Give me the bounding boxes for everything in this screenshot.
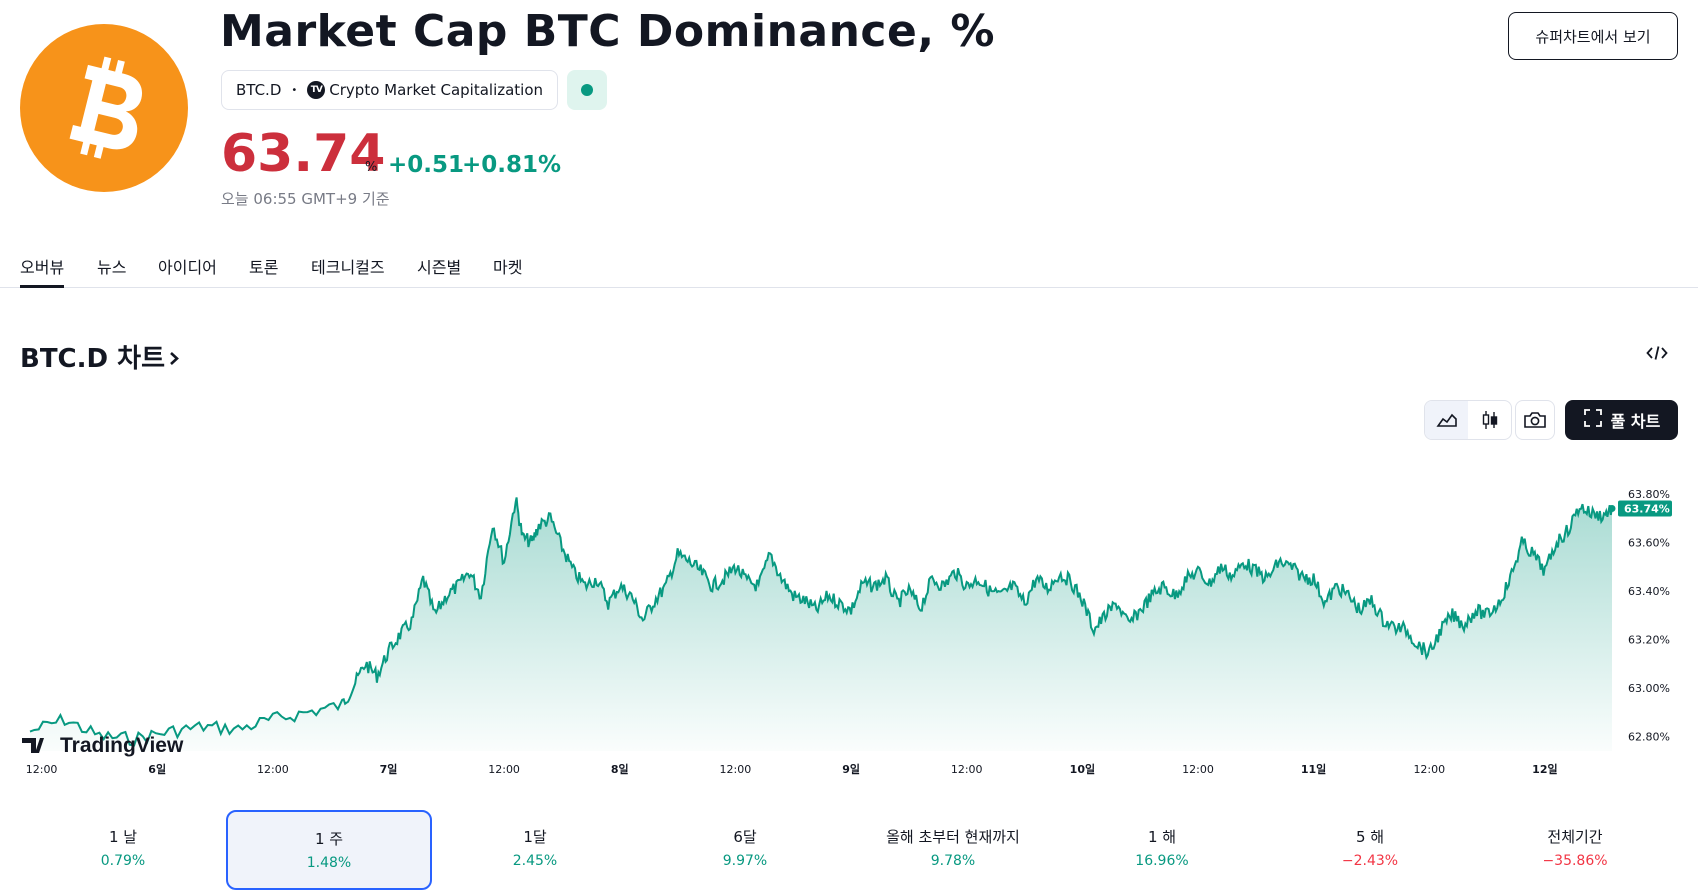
- x-tick-label: 7일: [380, 762, 398, 776]
- x-tick-label: 12:00: [488, 763, 520, 776]
- x-tick-label: 12:00: [26, 763, 58, 776]
- period-change: −35.86%: [1542, 853, 1608, 869]
- embed-code-icon[interactable]: [1646, 344, 1668, 367]
- tradingview-badge-icon: TV: [307, 81, 326, 99]
- period-1m[interactable]: 1달 2.45%: [432, 810, 638, 890]
- x-tick-label: 12:00: [1413, 763, 1445, 776]
- x-tick-label: 12:00: [951, 763, 983, 776]
- bitcoin-logo-icon: [20, 24, 188, 192]
- period-label: 1 날: [108, 828, 138, 846]
- as-of-timestamp: 오늘 06:55 GMT+9 기준: [221, 190, 390, 208]
- x-tick-label: 12:00: [257, 763, 289, 776]
- tab-overview[interactable]: 오버뷰: [20, 254, 65, 288]
- x-tick-label: 10일: [1070, 762, 1095, 776]
- period-change: 0.79%: [100, 853, 146, 869]
- x-tick-label: 12일: [1532, 762, 1557, 776]
- market-status-indicator[interactable]: [567, 70, 607, 110]
- period-1y[interactable]: 1 해 16.96%: [1059, 810, 1265, 890]
- chart-style-toggle: [1424, 400, 1512, 440]
- price-line: [29, 497, 1613, 747]
- price-area-chart[interactable]: 63.80% 63.60% 63.40% 63.20% 63.00% 62.80% 63.…: [0, 455, 1698, 785]
- x-tick-label: 9일: [842, 762, 860, 776]
- symbol-ticker: BTC.D: [236, 81, 282, 99]
- y-tick-label: 63.20%: [1628, 634, 1670, 647]
- fullscreen-icon: [1583, 408, 1603, 432]
- period-label: 전체기간: [1547, 828, 1603, 846]
- period-ytd[interactable]: 올해 초부터 현재까지 9.78%: [850, 810, 1056, 890]
- period-1d[interactable]: 1 날 0.79%: [20, 810, 226, 890]
- price-change-percent: +0.81%: [462, 152, 562, 178]
- period-label: 1 주: [314, 830, 344, 848]
- area-chart-icon[interactable]: [1425, 401, 1468, 439]
- x-tick-label: 12:00: [720, 763, 752, 776]
- tab-seasonals[interactable]: 시즌별: [417, 258, 462, 277]
- status-dot-icon: [581, 84, 593, 96]
- tab-markets[interactable]: 마켓: [493, 258, 523, 277]
- price-area-fill: [30, 497, 1612, 751]
- tab-technicals[interactable]: 테크니컬즈: [311, 258, 385, 277]
- period-change: 2.45%: [512, 853, 558, 869]
- tradingview-watermark: TradingView: [22, 734, 184, 757]
- chart-section-title[interactable]: BTC.D 차트: [20, 338, 182, 375]
- chart-section-title-text: BTC.D 차트: [20, 344, 165, 374]
- last-price-dot: [1608, 505, 1616, 512]
- period-label: 5 해: [1355, 828, 1385, 846]
- x-tick-label: 12:00: [1182, 763, 1214, 776]
- symbol-chip[interactable]: BTC.D • TV Crypto Market Capitalization: [221, 70, 559, 110]
- camera-icon[interactable]: [1515, 400, 1555, 440]
- period-change: 9.78%: [930, 853, 976, 869]
- y-tick-label: 63.60%: [1628, 537, 1670, 550]
- last-price-label: 63.74%: [1618, 500, 1672, 517]
- y-tick-label: 62.80%: [1628, 731, 1670, 744]
- x-tick-label: 6일: [148, 762, 166, 776]
- price-change-absolute: +0.51: [388, 152, 465, 178]
- y-tick-label: 63.80%: [1628, 488, 1670, 501]
- period-1w[interactable]: 1 주 1.48%: [226, 810, 432, 890]
- x-tick-label: 11일: [1301, 762, 1326, 776]
- period-5y[interactable]: 5 해 −2.43%: [1267, 810, 1473, 890]
- price-unit: %: [365, 160, 378, 175]
- period-change: −2.43%: [1341, 853, 1399, 869]
- period-selector: 1 날 0.79% 1 주 1.48% 1달 2.45% 6달 9.97% 올해 초부터…: [20, 810, 1678, 890]
- tab-discussions[interactable]: 토론: [249, 258, 279, 277]
- page-title: Market Cap BTC Dominance, %: [220, 6, 995, 57]
- period-change: 1.48%: [306, 855, 352, 871]
- x-tick-label: 8일: [611, 762, 629, 776]
- data-source: Crypto Market Capitalization: [329, 81, 544, 99]
- period-change: 9.97%: [722, 853, 768, 869]
- period-6m[interactable]: 6달 9.97%: [642, 810, 848, 890]
- period-label: 1 해: [1147, 828, 1177, 846]
- y-tick-label: 63.40%: [1628, 585, 1670, 598]
- period-label: 올해 초부터 현재까지: [886, 828, 1020, 846]
- last-price-label-text: 63.74%: [1624, 503, 1670, 516]
- tab-ideas[interactable]: 아이디어: [158, 258, 217, 277]
- chevron-right-icon: [165, 344, 182, 374]
- period-all[interactable]: 전체기간 −35.86%: [1472, 810, 1678, 890]
- current-price: 63.74: [221, 124, 386, 184]
- open-supercharts-button[interactable]: 슈퍼차트에서 보기: [1508, 12, 1678, 60]
- period-label: 6달: [733, 828, 757, 846]
- tab-news[interactable]: 뉴스: [97, 258, 127, 277]
- full-chart-label: 풀 차트: [1610, 412, 1661, 431]
- separator-dot: •: [291, 84, 298, 96]
- candles-icon[interactable]: [1468, 401, 1511, 439]
- y-tick-label: 63.00%: [1628, 682, 1670, 695]
- period-label: 1달: [523, 828, 547, 846]
- period-change: 16.96%: [1135, 853, 1189, 869]
- section-tabs: 오버뷰 뉴스 아이디어 토론 테크니컬즈 시즌별 마켓: [0, 248, 1698, 288]
- full-chart-button[interactable]: 풀 차트: [1565, 400, 1678, 440]
- tradingview-watermark-text: TradingView: [60, 734, 184, 757]
